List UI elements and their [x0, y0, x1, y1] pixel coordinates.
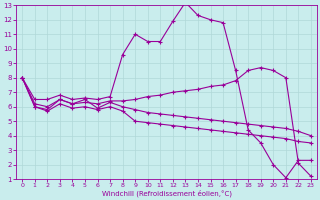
X-axis label: Windchill (Refroidissement éolien,°C): Windchill (Refroidissement éolien,°C)	[101, 190, 232, 197]
